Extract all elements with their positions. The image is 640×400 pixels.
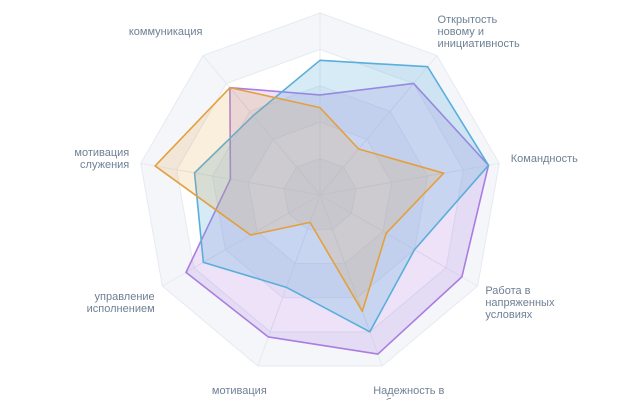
series-3-polygon (154, 86, 445, 313)
series-1-polygon (185, 82, 490, 355)
grid-spoke (202, 55, 321, 196)
axis-label-line: мотивация (74, 147, 129, 159)
axis-label: Открытость новому и инициативность (438, 14, 520, 50)
axis-label-line: исполнением (87, 303, 155, 315)
axis-label-line: Работа в (485, 285, 530, 297)
axis-label: Работа в напряженных условиях (485, 285, 555, 321)
grid-spoke (162, 194, 321, 287)
grid-spoke (319, 194, 383, 367)
axis-label-line: развитие (220, 397, 266, 400)
grid-spoke (319, 55, 438, 196)
axis-label: управление исполнением (87, 291, 155, 315)
axis-label-line: Командность (511, 153, 578, 165)
axis-label-line: управление (95, 291, 155, 303)
axis-label: Командность (511, 153, 578, 165)
series-2-polygon (193, 59, 490, 333)
axis-label-line: Открытость (438, 14, 498, 26)
axis-label-line: коммуникация (129, 26, 203, 38)
axis-label-line: работе (373, 397, 408, 400)
axis-label-line: Надежность в (373, 385, 444, 397)
axis-label: мотивацияразвитие (212, 385, 267, 400)
axis-label-line: мотивация (212, 385, 267, 397)
axis-label: коммуникация (129, 26, 203, 38)
axis-label: Надежность вработе (373, 385, 444, 400)
grid-spoke (319, 162, 500, 196)
axis-label: мотивация служения (74, 147, 129, 171)
axis-label-line: инициативность (438, 38, 520, 50)
axis-label-line: служения (80, 159, 129, 171)
grid-spoke (319, 194, 478, 287)
axis-label-line: новому и (438, 26, 484, 38)
axis-label-line: напряженных (485, 297, 555, 309)
axis-label-line: условиях (485, 309, 532, 321)
